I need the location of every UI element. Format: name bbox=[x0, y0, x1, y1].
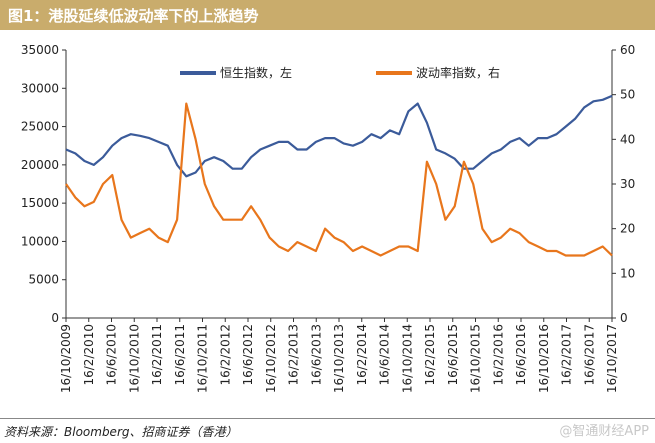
x-tick-label: 16/6/2016 bbox=[514, 324, 528, 386]
y-left-tick-label: 30000 bbox=[21, 81, 59, 95]
footer-divider bbox=[0, 418, 655, 419]
y-left-tick-label: 25000 bbox=[21, 120, 59, 134]
x-tick-label: 16/2/2015 bbox=[423, 324, 437, 386]
y-right-tick-label: 0 bbox=[620, 311, 628, 325]
x-tick-label: 16/6/2015 bbox=[446, 324, 460, 386]
y-right-tick-label: 50 bbox=[620, 88, 635, 102]
hsi-series-line bbox=[65, 94, 613, 178]
x-tick-label: 16/10/2010 bbox=[127, 324, 141, 393]
x-tick-label: 16/6/2014 bbox=[378, 324, 392, 386]
x-tick-label: 16/10/2011 bbox=[196, 324, 210, 393]
x-tick-label: 16/10/2009 bbox=[59, 324, 73, 393]
y-right-tick-label: 60 bbox=[620, 43, 635, 57]
volatility-series-line bbox=[65, 102, 613, 257]
x-tick-label: 16/6/2013 bbox=[309, 324, 323, 386]
x-tick-label: 16/6/2010 bbox=[105, 324, 119, 386]
x-tick-label: 16/6/2011 bbox=[173, 324, 187, 386]
watermark: @智通财经APP bbox=[559, 424, 649, 439]
y-right-tick-label: 10 bbox=[620, 266, 635, 280]
legend-item-volatility-label: 波动率指数，右 bbox=[416, 65, 500, 80]
source-note: 资料来源：Bloomberg、招商证券（香港） bbox=[4, 425, 238, 439]
y-right-tick-label: 20 bbox=[620, 222, 635, 236]
chart-title: 图1：港股延续低波动率下的上涨趋势 bbox=[8, 7, 259, 25]
y-left-tick-label: 20000 bbox=[21, 158, 59, 172]
x-tick-label: 16/2/2017 bbox=[560, 324, 574, 386]
y-right-tick-label: 40 bbox=[620, 132, 635, 146]
x-tick-label: 16/2/2013 bbox=[287, 324, 301, 386]
x-tick-label: 16/2/2016 bbox=[491, 324, 505, 386]
legend-item-hsi-label: 恒生指数，左 bbox=[220, 65, 292, 80]
y-left-tick-label: 5000 bbox=[28, 273, 59, 287]
x-tick-label: 16/6/2017 bbox=[582, 324, 596, 386]
x-tick-label: 16/10/2012 bbox=[264, 324, 278, 393]
x-tick-label: 16/10/2014 bbox=[400, 324, 414, 393]
x-tick-label: 16/10/2016 bbox=[537, 324, 551, 393]
x-tick-label: 16/2/2010 bbox=[82, 324, 96, 386]
x-tick-label: 16/6/2012 bbox=[241, 324, 255, 386]
x-tick-label: 16/10/2017 bbox=[605, 324, 619, 393]
x-tick-label: 16/2/2011 bbox=[150, 324, 164, 386]
y-right-tick-label: 30 bbox=[620, 177, 635, 191]
x-tick-label: 16/10/2015 bbox=[469, 324, 483, 393]
y-left-tick-label: 0 bbox=[51, 311, 59, 325]
x-tick-label: 16/10/2013 bbox=[332, 324, 346, 393]
y-left-tick-label: 10000 bbox=[21, 234, 59, 248]
x-tick-label: 16/2/2012 bbox=[218, 324, 232, 386]
dual-axis-line-chart: 0 5000 10000 15000 20000 25000 30000 35000 0 10 20… bbox=[21, 43, 635, 393]
y-left-tick-label: 15000 bbox=[21, 196, 59, 210]
x-tick-label: 16/2/2014 bbox=[355, 324, 369, 386]
y-left-tick-label: 35000 bbox=[21, 43, 59, 57]
title-bar: 图1：港股延续低波动率下的上涨趋势 bbox=[0, 0, 655, 30]
